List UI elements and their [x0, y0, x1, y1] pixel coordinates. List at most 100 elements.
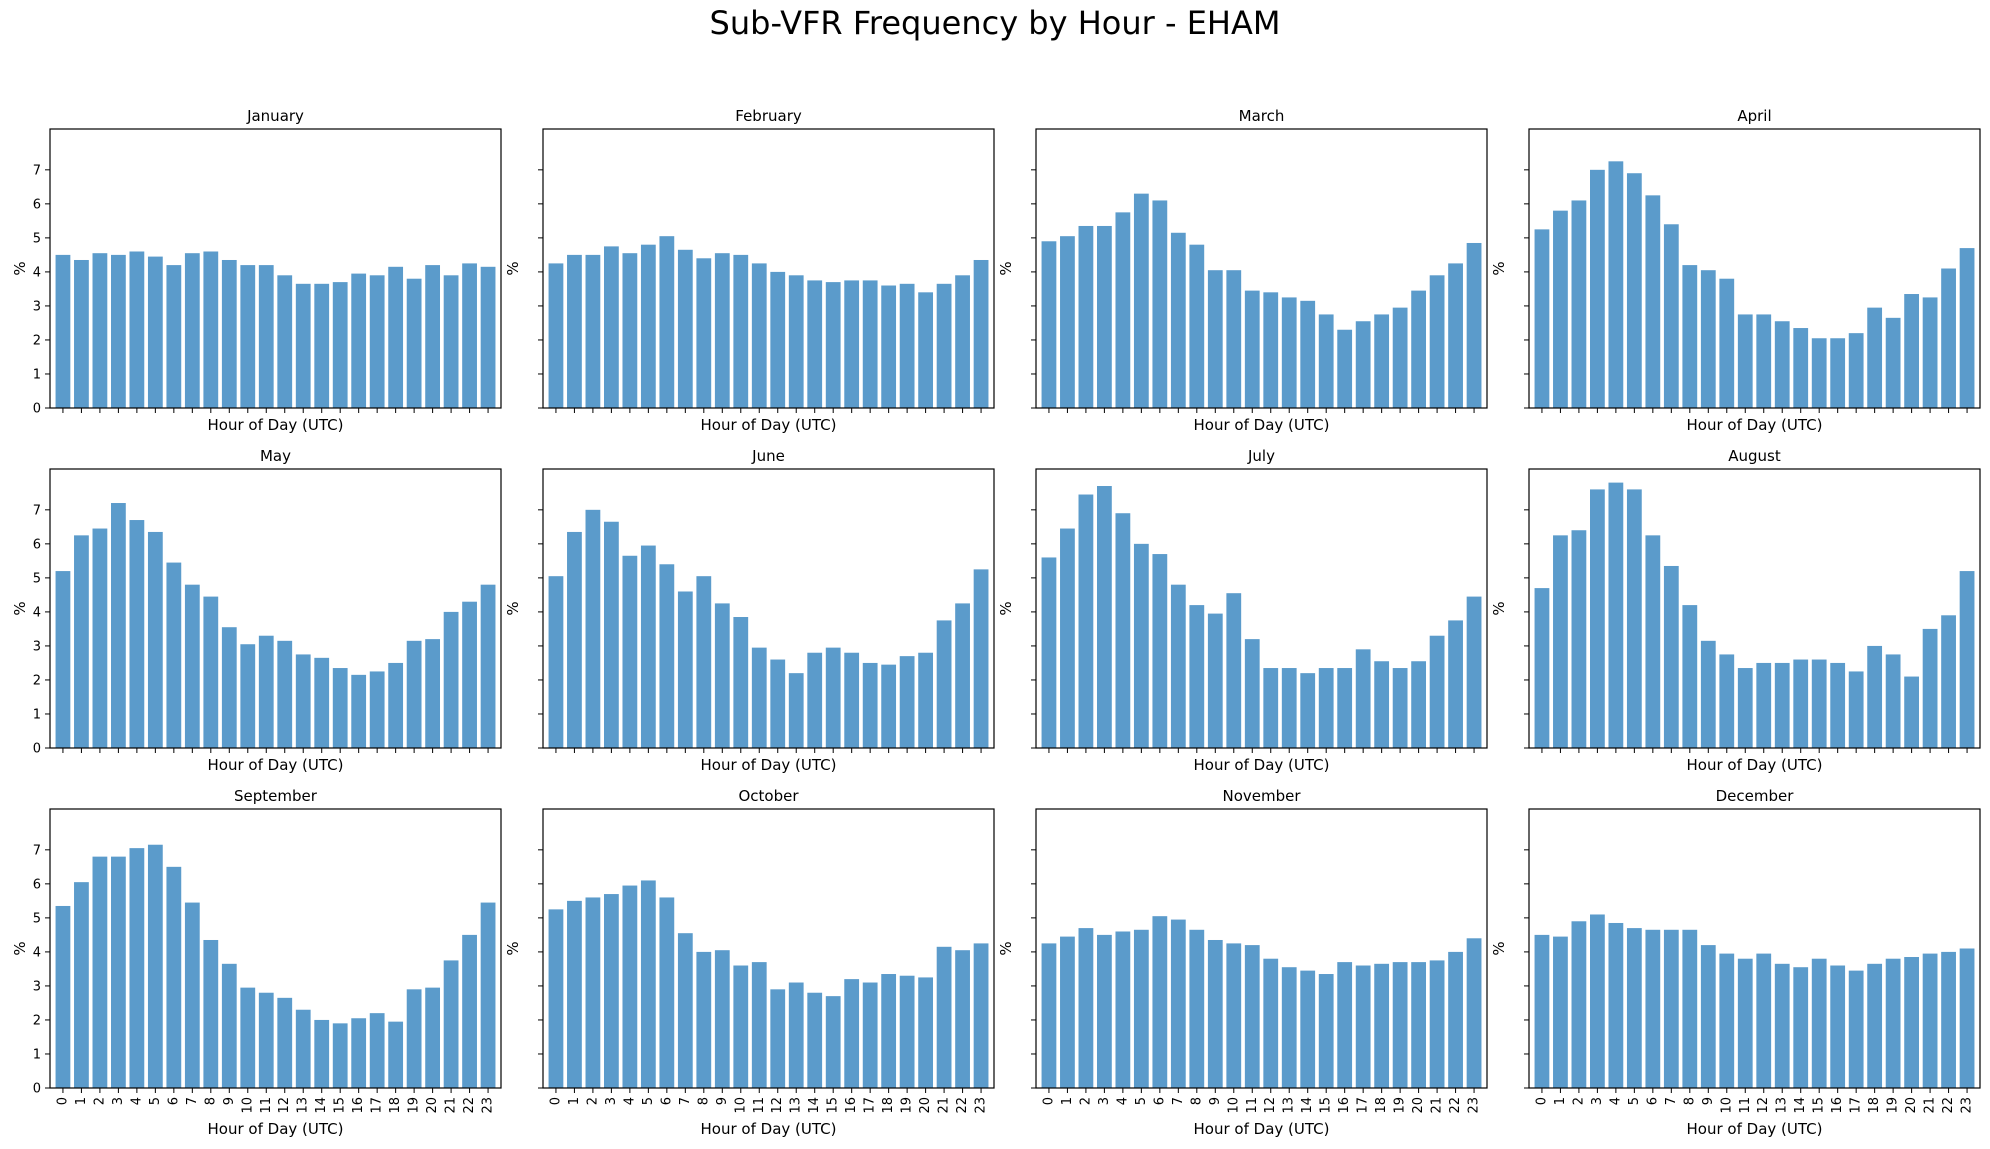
y-tick-label: 7 [33, 503, 41, 518]
bar [147, 531, 163, 748]
bar [1959, 248, 1975, 408]
y-tick-label: 6 [33, 877, 41, 892]
x-tick-label: 6 [166, 1097, 181, 1105]
bar [714, 603, 730, 748]
bar [1534, 588, 1550, 748]
bar [918, 292, 934, 408]
bar [1133, 929, 1149, 1088]
x-tick-label: 0 [55, 1097, 70, 1105]
bar [1060, 936, 1075, 1088]
bar [659, 236, 675, 408]
bar [443, 611, 459, 748]
x-tick-label: 13 [296, 1097, 311, 1114]
bar [955, 603, 970, 748]
bar [770, 271, 786, 408]
y-axis-label: % [997, 261, 1015, 275]
bar [1663, 929, 1679, 1088]
subplot-title: September [234, 787, 318, 805]
x-axis-label: Hour of Day (UTC) [701, 1120, 837, 1138]
x-tick-label: 19 [407, 1097, 422, 1114]
bar [1663, 224, 1679, 408]
subplot-title: February [735, 107, 802, 125]
bar [1904, 676, 1920, 748]
x-tick-label: 23 [481, 1097, 496, 1114]
bar [1830, 338, 1846, 408]
subplot-november: November%0 1 2 3 4 5 6 7 8 9 10 11 12 13 14 15 16 17 18 19 2… [997, 787, 1488, 1138]
x-axis-label: Hour of Day (UTC) [1687, 756, 1823, 774]
bar [714, 253, 730, 408]
bar [1263, 958, 1279, 1088]
bar [406, 989, 422, 1088]
bar [1830, 965, 1846, 1088]
bar [221, 627, 237, 748]
bar [1115, 212, 1131, 408]
bar [1189, 929, 1205, 1088]
bar [332, 282, 348, 408]
bar [1078, 928, 1094, 1088]
x-tick-label: 8 [1189, 1097, 1204, 1105]
axes-frame [49, 808, 502, 1089]
x-tick-label: 20 [918, 1097, 933, 1114]
bar [1152, 916, 1168, 1088]
y-tick-label: 4 [33, 265, 41, 280]
x-tick-label: 19 [1393, 1097, 1408, 1114]
bar [332, 668, 348, 748]
subplot-march: March% Hour of Day (UTC) [997, 107, 1488, 434]
bar [807, 652, 823, 748]
bar [74, 535, 89, 748]
bar [258, 265, 274, 408]
x-tick-label: 17 [1356, 1097, 1371, 1114]
bar [111, 503, 126, 748]
x-tick-label: 13 [1282, 1097, 1297, 1114]
bar [1682, 929, 1698, 1088]
bar [277, 640, 293, 748]
bar [1429, 275, 1445, 408]
bar [1318, 314, 1334, 408]
bar [1719, 654, 1735, 748]
bar [406, 278, 422, 408]
bar [1848, 333, 1864, 408]
bar [807, 992, 823, 1088]
x-tick-label: 21 [1430, 1097, 1445, 1114]
x-tick-label: 21 [444, 1097, 459, 1114]
x-tick-label: 9 [715, 1097, 730, 1105]
bar [1663, 565, 1679, 748]
bar [314, 283, 330, 408]
x-tick-label: 9 [222, 1097, 237, 1105]
bar [1411, 661, 1427, 748]
bar [1608, 482, 1624, 748]
bar [1392, 962, 1408, 1088]
bar [184, 253, 200, 408]
bar [462, 934, 477, 1088]
bar [1904, 957, 1920, 1088]
bar [548, 576, 564, 748]
bar [258, 635, 274, 748]
y-tick-label: 7 [33, 843, 41, 858]
bar [1097, 486, 1112, 748]
x-axis-label: Hour of Day (UTC) [1194, 416, 1330, 434]
bar [1244, 639, 1260, 748]
bar [567, 900, 582, 1088]
bar [1885, 317, 1901, 408]
subplot-may: May 0 1 2 3 4 5 6 7% Hour of Day (UTC) [11, 447, 502, 774]
bar [1060, 236, 1075, 408]
x-tick-label: 5 [1627, 1097, 1642, 1105]
y-tick-label: 1 [33, 367, 41, 382]
subplot-june: June% Hour of Day (UTC) [504, 447, 995, 774]
bar [388, 1021, 404, 1088]
bar [1263, 292, 1279, 408]
bar [55, 571, 71, 748]
x-tick-label: 5 [148, 1097, 163, 1105]
bar [166, 866, 182, 1088]
bar [622, 555, 638, 748]
bar [1466, 938, 1482, 1088]
x-tick-label: 12 [277, 1097, 292, 1114]
bar [203, 939, 219, 1088]
bar [825, 647, 841, 748]
bar [184, 902, 200, 1088]
y-tick-label: 5 [33, 231, 41, 246]
x-tick-label: 18 [881, 1097, 896, 1114]
bar [1608, 161, 1624, 408]
bar [1318, 668, 1334, 748]
